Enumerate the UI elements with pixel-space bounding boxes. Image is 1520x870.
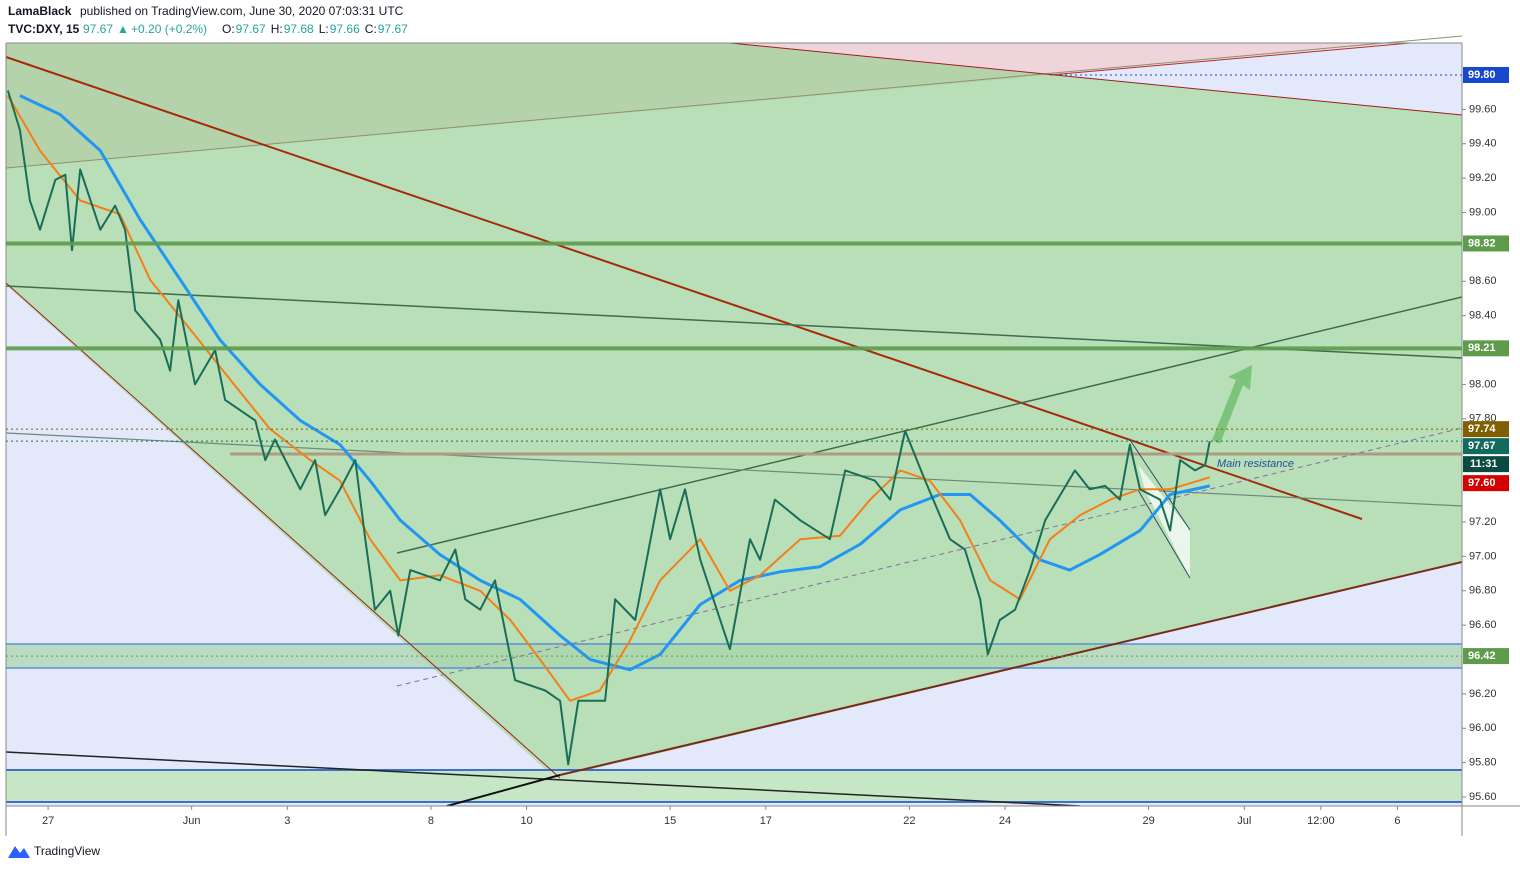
y-tick-label: 96.20 xyxy=(1469,688,1497,700)
support-band xyxy=(6,644,1462,668)
ohlc-value: 97.67 xyxy=(378,22,408,36)
series-line xyxy=(6,90,1211,766)
trend-line xyxy=(5,285,1463,359)
flag xyxy=(1138,465,1190,578)
publisher: LamaBlack xyxy=(8,4,72,18)
price-label: 99.80 xyxy=(1468,69,1496,81)
y-tick-label: 95.60 xyxy=(1469,791,1497,803)
flag-line xyxy=(1129,439,1191,531)
logo-mark xyxy=(8,846,30,858)
trend-line xyxy=(559,561,1463,776)
price-label: 97.67 xyxy=(1468,440,1496,452)
ohlc-key: O: xyxy=(222,22,235,36)
upper-zone xyxy=(6,43,1050,168)
trend-line xyxy=(1049,42,1411,76)
x-tick-label: 17 xyxy=(760,815,772,827)
change-arrow: ▲ xyxy=(117,22,129,36)
low-band xyxy=(6,770,1462,802)
annotation: Main resistance xyxy=(1217,458,1294,470)
countdown-box xyxy=(1463,456,1509,473)
x-tick-label: 3 xyxy=(284,815,290,827)
x-tick-label: 10 xyxy=(520,815,532,827)
y-tick-label: 99.40 xyxy=(1469,138,1497,150)
x-tick-label: 12:00 xyxy=(1307,815,1335,827)
x-tick-label: Jul xyxy=(1237,815,1251,827)
trend-line xyxy=(5,35,1463,169)
ohlc-key: H: xyxy=(271,22,283,36)
logo xyxy=(8,846,30,858)
y-tick-label: 97.20 xyxy=(1469,516,1497,528)
arrow xyxy=(1212,365,1252,444)
trend-line xyxy=(5,282,561,779)
flag-line xyxy=(1137,489,1191,579)
price-label: 97.60 xyxy=(1468,477,1496,489)
price-label-box xyxy=(1463,340,1509,357)
price-label-box xyxy=(1463,438,1509,455)
ohlc-value: 97.68 xyxy=(284,22,314,36)
price-label-box xyxy=(1463,421,1509,438)
x-tick-label: 6 xyxy=(1394,815,1400,827)
trend-line xyxy=(5,56,1363,520)
drawings xyxy=(5,35,1463,807)
price-label-box xyxy=(1463,648,1509,665)
trend-line xyxy=(396,296,1463,554)
ohlc-value: 97.67 xyxy=(236,22,266,36)
change: +0.20 (+0.2%) xyxy=(131,22,207,36)
published: published on TradingView.com, June 30, 2… xyxy=(80,4,404,18)
ohlc-value: 97.66 xyxy=(330,22,360,36)
x-tick-label: 29 xyxy=(1142,815,1154,827)
y-tick-label: 96.60 xyxy=(1469,619,1497,631)
channel-zone xyxy=(6,43,1462,778)
countdown: 11:31 xyxy=(1470,458,1498,470)
last-price: 97.67 xyxy=(83,22,113,36)
trend-line xyxy=(446,774,561,807)
series-line xyxy=(19,94,1211,672)
x-tick-label: 22 xyxy=(903,815,915,827)
x-tick-label: 15 xyxy=(664,815,676,827)
symbol: TVC:DXY, 15 xyxy=(8,22,80,36)
y-tick-label: 98.60 xyxy=(1469,275,1497,287)
price-label: 96.42 xyxy=(1468,650,1496,662)
y-tick-label: 98.00 xyxy=(1469,378,1497,390)
price-label: 98.21 xyxy=(1468,342,1496,354)
x-tick-label: 8 xyxy=(428,815,434,827)
price-label: 97.74 xyxy=(1468,423,1496,435)
ohlc-key: L: xyxy=(319,22,329,36)
dashed-line xyxy=(396,427,1463,687)
trend-line xyxy=(729,42,1463,116)
x-tick-label: Jun xyxy=(183,815,201,827)
y-tick-label: 97.00 xyxy=(1469,550,1497,562)
y-tick-label: 99.00 xyxy=(1469,206,1497,218)
y-tick-label: 95.80 xyxy=(1469,757,1497,769)
y-tick-label: 96.80 xyxy=(1469,585,1497,597)
x-axis-area xyxy=(0,806,1520,836)
x-tick-label: 24 xyxy=(999,815,1011,827)
y-tick-label: 99.60 xyxy=(1469,103,1497,115)
y-tick-label: 98.40 xyxy=(1469,310,1497,322)
brand: TradingView xyxy=(34,844,100,858)
y-tick-label: 96.00 xyxy=(1469,722,1497,734)
trend-line xyxy=(5,432,1463,507)
x-tick-label: 27 xyxy=(42,815,54,827)
y-tick-label: 99.20 xyxy=(1469,172,1497,184)
ohlc-key: C: xyxy=(365,22,377,36)
price-label-box xyxy=(1463,66,1509,83)
pink-zone xyxy=(730,43,1400,75)
price-label: 98.82 xyxy=(1468,237,1496,249)
price-label-box xyxy=(1463,235,1509,252)
price-label-box xyxy=(1463,475,1509,492)
